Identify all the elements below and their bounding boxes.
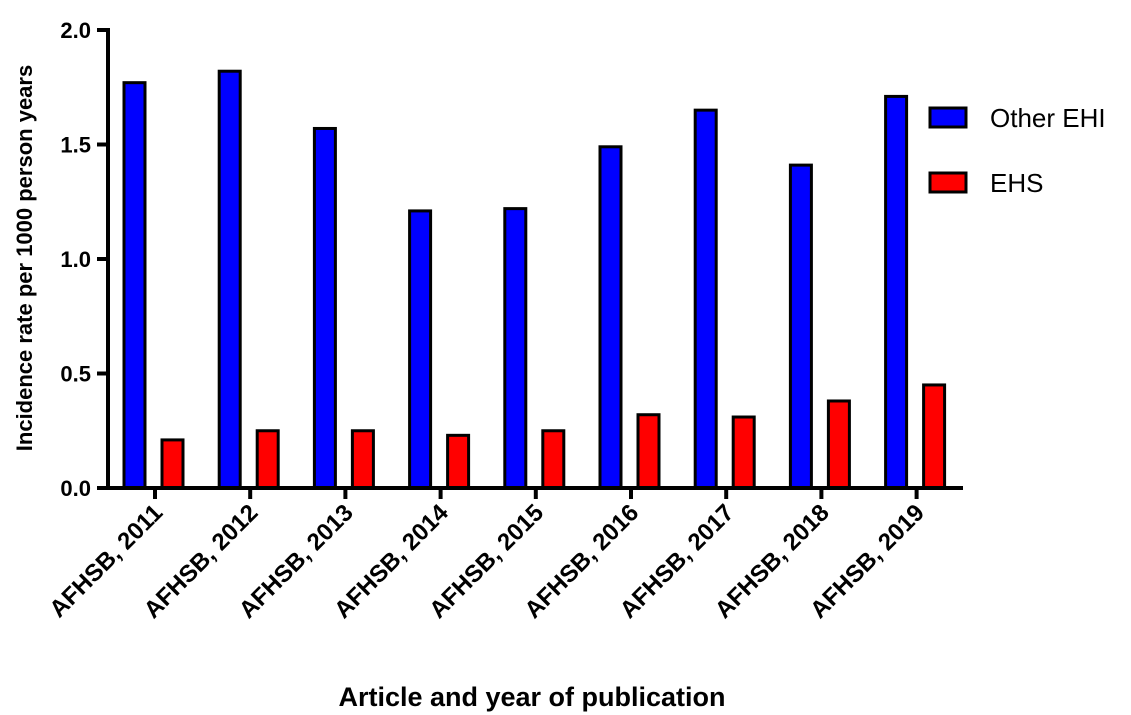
y-ticks-group: 0.0 0.5 1.0 1.5 2.0: [60, 18, 108, 501]
legend-label-other-ehi: Other EHI: [990, 103, 1106, 133]
legend-swatch-ehs: [928, 171, 968, 194]
bar-ehs-8: [826, 399, 851, 490]
bar-ehs-9: [922, 383, 947, 490]
bar-ehs-4: [446, 433, 471, 490]
legend-label-ehs: EHS: [990, 168, 1043, 198]
bar-other-ehi-2: [217, 69, 242, 490]
y-tick-label: 1.0: [60, 247, 91, 272]
bar-other-ehi-3: [312, 126, 337, 490]
bar-other-ehi-8: [788, 163, 813, 490]
bar-ehs-5: [541, 429, 566, 490]
bar-other-ehi-9: [884, 94, 909, 490]
y-tick-label: 2.0: [60, 18, 91, 43]
bar-ehs-1: [160, 438, 185, 490]
bar-ehs-2: [255, 429, 280, 490]
bar-ehs-3: [350, 429, 375, 490]
bar-other-ehi-5: [503, 207, 528, 490]
legend: Other EHI EHS: [928, 103, 1106, 198]
bar-ehs-7: [731, 415, 756, 490]
y-tick-label: 0.5: [60, 362, 91, 387]
y-tick-label: 1.5: [60, 133, 91, 158]
bar-other-ehi-6: [598, 145, 623, 490]
legend-swatch-other-ehi: [928, 106, 968, 129]
bar-other-ehi-7: [693, 108, 718, 490]
bar-ehs-6: [636, 413, 661, 490]
bar-other-ehi-1: [122, 81, 147, 490]
bars-group: [122, 69, 947, 490]
bar-other-ehi-4: [408, 209, 433, 490]
x-axis-title: Article and year of publication: [338, 682, 725, 712]
y-tick-label: 0.0: [60, 476, 91, 501]
y-axis-title: Incidence rate per 1000 person years: [12, 65, 37, 451]
